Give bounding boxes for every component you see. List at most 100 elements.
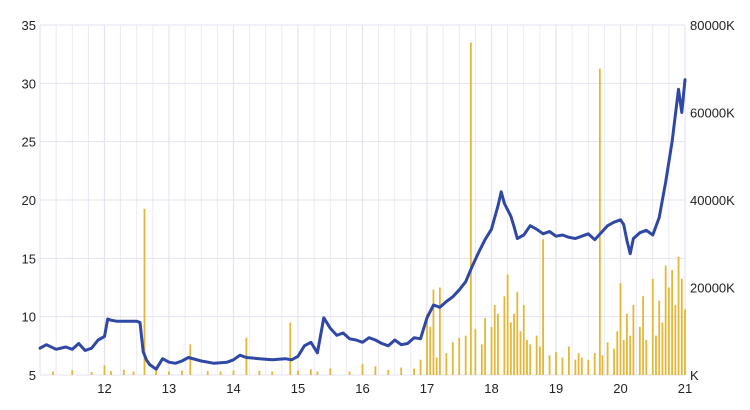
volume-bar: [110, 371, 112, 375]
y-tick-label: 20: [22, 193, 36, 208]
volume-bar: [613, 348, 615, 375]
volume-bar: [577, 353, 580, 375]
volume-bar: [435, 357, 438, 375]
volume-bar: [206, 371, 209, 375]
volume-bar: [655, 335, 657, 375]
volume-bar: [90, 371, 93, 375]
volume-bar: [606, 342, 609, 375]
volume-bar: [361, 364, 364, 375]
volume-bar: [132, 371, 135, 375]
volume-bar: [598, 68, 601, 375]
volume-bar: [480, 344, 483, 375]
x-tick-label: 18: [484, 381, 498, 396]
x-tick-label: 16: [355, 381, 369, 396]
volume-bar: [684, 309, 686, 375]
volume-bar: [671, 270, 673, 375]
volume-bar: [348, 371, 351, 375]
volume-bar: [310, 369, 312, 375]
volume-bar: [419, 359, 422, 375]
volume-bar: [542, 239, 544, 375]
volume-bar: [619, 283, 622, 375]
volume-bar: [548, 355, 551, 375]
volume-bar: [484, 318, 486, 375]
volume-bar: [677, 256, 680, 375]
x-tick-label: 20: [613, 381, 627, 396]
volume-bar: [506, 274, 509, 375]
volume-bar: [645, 340, 648, 375]
volume-bar: [526, 340, 528, 375]
y2-tick-label: 60000K: [690, 106, 735, 121]
volume-bar: [658, 300, 661, 375]
price-line-group: [38, 78, 687, 371]
volume-bar: [509, 322, 512, 375]
volume-bar: [568, 346, 570, 375]
x-tick-label: 12: [97, 381, 111, 396]
volume-bar: [469, 42, 472, 375]
y2-tick-label: K: [690, 368, 699, 383]
x-tick-label: 19: [549, 381, 563, 396]
volume-bar: [535, 335, 538, 375]
y-tick-label: 35: [22, 18, 36, 33]
y-axis-left-ticks: 5 10 15 20 25 30 35: [22, 18, 36, 383]
volume-bar: [519, 331, 522, 375]
volume-bar: [474, 329, 477, 375]
volume-bar: [587, 359, 590, 375]
x-tick-label: 15: [291, 381, 305, 396]
volume-bar: [458, 337, 461, 375]
volume-bar: [451, 342, 454, 375]
x-axis-ticks: 12 13 14 15 16 17 18 19 20 21: [97, 381, 692, 396]
volume-bar: [387, 369, 390, 375]
y-tick-label: 10: [22, 310, 36, 325]
volume-bar: [464, 335, 467, 375]
x-tick-label: 17: [420, 381, 434, 396]
volume-bar: [432, 289, 435, 375]
volume-bar: [445, 353, 448, 375]
volume-bars: [52, 42, 686, 375]
volume-bar: [632, 305, 635, 375]
volume-bar: [316, 371, 319, 375]
y2-tick-label: 40000K: [690, 193, 735, 208]
y-tick-label: 15: [22, 251, 36, 266]
y-tick-label: 5: [29, 368, 36, 383]
volume-bar: [642, 296, 644, 375]
volume-bar: [601, 355, 604, 375]
volume-bar: [189, 344, 192, 375]
volume-bar: [651, 278, 654, 375]
volume-bar: [493, 305, 496, 375]
volume-bar: [522, 305, 525, 375]
volume-bar: [538, 346, 541, 375]
volume-bar: [429, 326, 432, 375]
volume-bar: [529, 344, 532, 375]
volume-bar: [638, 326, 641, 375]
volume-bar: [616, 331, 619, 375]
volume-bar: [168, 371, 170, 375]
volume-bar: [122, 369, 125, 375]
volume-bar: [574, 359, 577, 375]
y-axis-right-ticks: K 20000K 40000K 60000K 80000K: [690, 18, 735, 383]
volume-bar: [629, 335, 632, 375]
volume-bar: [513, 313, 515, 375]
volume-bar: [181, 370, 183, 375]
volume-bar: [71, 370, 74, 375]
y2-tick-label: 80000K: [690, 18, 735, 33]
volume-bar: [626, 313, 628, 375]
volume-bar: [680, 278, 683, 375]
y-tick-label: 25: [22, 135, 36, 150]
volume-bar: [561, 357, 564, 375]
y-tick-label: 30: [22, 76, 36, 91]
volume-bar: [622, 340, 625, 375]
volume-bar: [271, 371, 274, 375]
volume-bar: [155, 369, 157, 375]
volume-bar: [503, 296, 506, 375]
volume-bar: [413, 368, 415, 375]
y2-tick-label: 20000K: [690, 281, 735, 296]
volume-bar: [426, 313, 428, 375]
volume-bar: [580, 357, 583, 375]
volume-bar: [289, 322, 292, 375]
volume-bar: [329, 368, 332, 375]
volume-bar: [555, 352, 557, 375]
volume-bar: [439, 287, 441, 375]
